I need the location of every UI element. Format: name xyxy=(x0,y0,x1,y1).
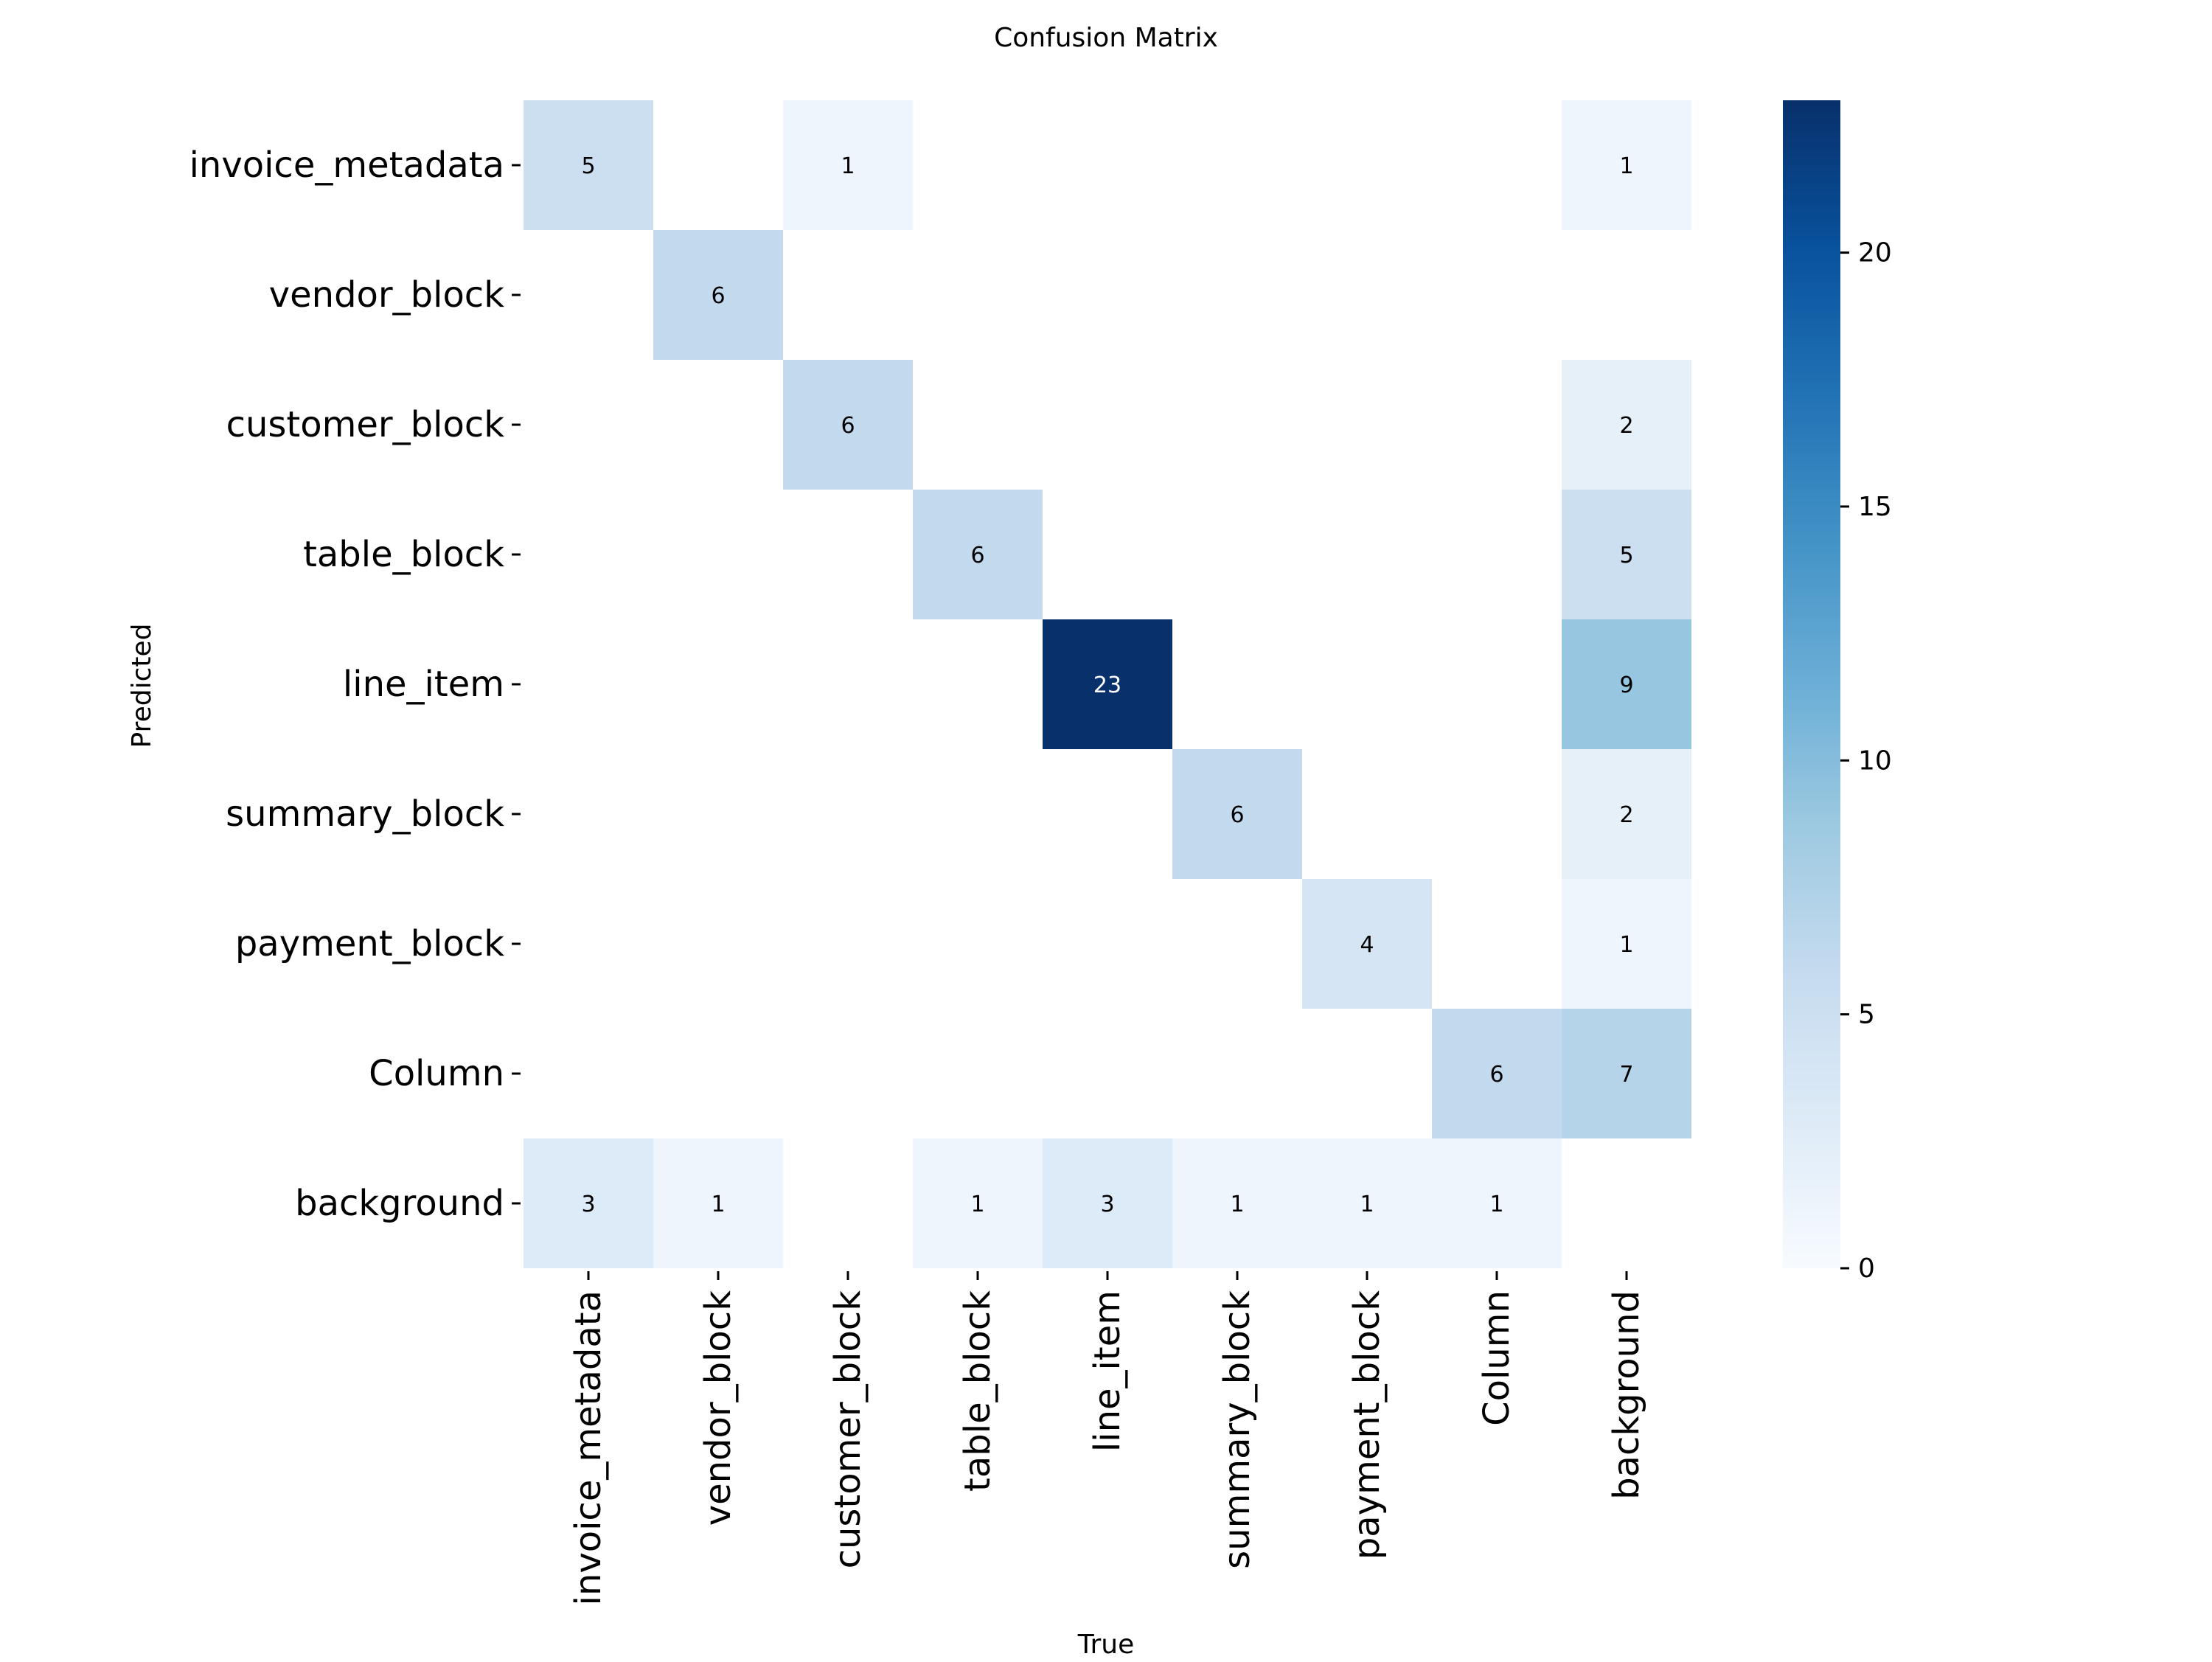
cell-value-label: 3 xyxy=(1100,1192,1114,1217)
heatmap-cell-8-1 xyxy=(653,1138,783,1268)
cell-value-label: 2 xyxy=(1619,802,1633,828)
heatmap-cell-5-8 xyxy=(1562,749,1691,879)
cell-value-label: 6 xyxy=(841,413,855,439)
x-tick-label: customer_block xyxy=(827,1290,869,1569)
heatmap-cell-1-1 xyxy=(653,230,783,360)
heatmap-cell-4-4 xyxy=(1043,619,1172,749)
cell-value-label: 7 xyxy=(1619,1062,1633,1088)
cell-value-label: 23 xyxy=(1093,672,1121,698)
cell-value-label: 1 xyxy=(1619,153,1633,179)
heatmap-cell-2-2 xyxy=(783,360,913,490)
heatmap-cell-8-3 xyxy=(913,1138,1043,1268)
colorbar: 0 5 10 15 20 xyxy=(1783,100,1892,1284)
cell-value-label: 3 xyxy=(581,1192,595,1217)
y-tick-label: Column xyxy=(369,1053,504,1094)
y-tick-label: table_block xyxy=(303,534,504,575)
y-tick-label: invoice_metadata xyxy=(189,145,504,186)
cell-value-label: 1 xyxy=(1360,1192,1374,1217)
cell-value-label: 1 xyxy=(970,1192,984,1217)
x-axis-tick-labels: invoice_metadata vendor_block customer_blo… xyxy=(568,1271,1647,1605)
colorbar-tick-label: 15 xyxy=(1858,492,1892,522)
cell-value-label: 2 xyxy=(1619,413,1633,439)
x-tick-label: background xyxy=(1606,1290,1647,1500)
y-tick-label: payment_block xyxy=(235,923,504,964)
y-axis-label: Predicted xyxy=(127,624,157,748)
cell-value-label: 1 xyxy=(711,1192,725,1217)
y-tick-label: background xyxy=(295,1183,504,1224)
y-tick-label: line_item xyxy=(343,664,504,705)
x-tick-label: vendor_block xyxy=(698,1290,739,1526)
colorbar-tick-label: 10 xyxy=(1858,745,1892,776)
heatmap-cell-8-0 xyxy=(524,1138,653,1268)
heatmap-cell-8-5 xyxy=(1172,1138,1302,1268)
y-tick-label: summary_block xyxy=(226,793,504,835)
cell-value-label: 6 xyxy=(1230,802,1244,828)
heatmap-cell-6-6 xyxy=(1302,879,1432,1009)
cell-value-label: 4 xyxy=(1360,932,1374,958)
heatmap-cell-6-8 xyxy=(1562,879,1691,1009)
heatmap-cell-2-8 xyxy=(1562,360,1691,490)
cell-value-label: 9 xyxy=(1619,672,1633,698)
heatmap-cell-3-3 xyxy=(913,490,1043,619)
x-tick-label: payment_block xyxy=(1346,1290,1388,1560)
cell-value-label: 1 xyxy=(1619,932,1633,958)
heatmap-cell-0-2 xyxy=(783,100,913,230)
cell-value-label: 1 xyxy=(1230,1192,1244,1217)
cell-value-label: 6 xyxy=(970,543,984,569)
heatmap-cell-4-8 xyxy=(1562,619,1691,749)
cell-value-label: 6 xyxy=(1489,1062,1503,1088)
chart-title: Confusion Matrix xyxy=(994,23,1218,53)
x-axis-label: True xyxy=(1077,1630,1134,1659)
cell-value-label: 5 xyxy=(581,153,595,179)
colorbar-gradient xyxy=(1783,100,1840,1268)
heatmap-cell-5-5 xyxy=(1172,749,1302,879)
cell-value-label: 1 xyxy=(841,153,855,179)
colorbar-tick-label: 20 xyxy=(1858,238,1892,268)
heatmap-cell-3-8 xyxy=(1562,490,1691,619)
heatmap-cell-8-4 xyxy=(1043,1138,1172,1268)
x-tick-label: Column xyxy=(1476,1290,1517,1426)
heatmap-grid: 5 1 1 6 6 2 6 5 23 9 6 2 4 1 6 7 3 1 1 3 1 1 1 xyxy=(524,100,1691,1268)
y-axis-tick-labels: invoice_metadata vendor_block customer_blo… xyxy=(189,145,521,1224)
heatmap-cell-0-8 xyxy=(1562,100,1691,230)
colorbar-tick-label: 0 xyxy=(1858,1254,1875,1284)
x-tick-label: table_block xyxy=(957,1290,998,1492)
heatmap-cell-0-0 xyxy=(524,100,653,230)
heatmap-cell-8-6 xyxy=(1302,1138,1432,1268)
y-tick-label: vendor_block xyxy=(269,274,504,316)
cell-value-label: 5 xyxy=(1619,543,1633,569)
x-tick-label: summary_block xyxy=(1217,1290,1258,1569)
heatmap-cell-8-7 xyxy=(1432,1138,1562,1268)
x-tick-label: line_item xyxy=(1087,1290,1128,1452)
heatmap-cell-7-8 xyxy=(1562,1009,1691,1138)
heatmap-cell-7-7 xyxy=(1432,1009,1562,1138)
colorbar-tick-label: 5 xyxy=(1858,1000,1875,1030)
cell-value-label: 1 xyxy=(1489,1192,1503,1217)
cell-value-label: 6 xyxy=(711,283,725,309)
x-tick-label: invoice_metadata xyxy=(568,1290,609,1605)
y-tick-label: customer_block xyxy=(226,404,505,445)
